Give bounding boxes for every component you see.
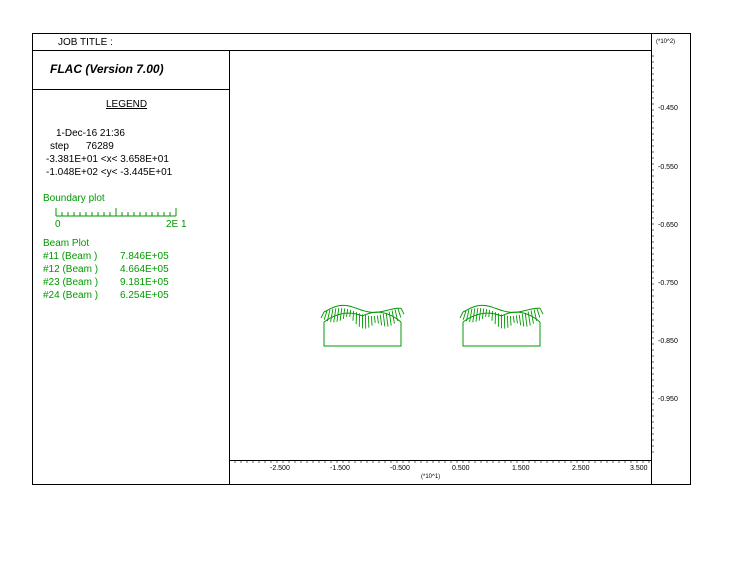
x-tick-label: 1.500 [512,465,530,472]
beam-value: 6.254E+05 [120,290,169,301]
job-title-label: JOB TITLE : [58,37,113,48]
beam-value: 4.664E+05 [120,264,169,275]
y-tick-label: -0.450 [658,105,678,112]
legend-date: 1-Dec-16 21:36 [56,128,125,139]
x-tick-label: -1.500 [330,465,350,472]
right-scale-column [651,33,691,485]
boundary-plot-title: Boundary plot [43,193,105,204]
x-tick-label: -2.500 [270,465,290,472]
x-axis-unit: (*10^1) [421,474,441,480]
bottom-scale-row [229,460,652,485]
legend-step-label: step [50,141,69,152]
scale-max-label: 2E 1 [166,219,187,230]
y-tick-label: -0.950 [658,396,678,403]
y-tick-label: -0.750 [658,280,678,287]
beam-id: #24 (Beam ) [43,290,99,301]
legend-y-range: -1.048E+02 <y< -3.445E+01 [46,167,173,178]
beam-value: 7.846E+05 [120,251,169,262]
beam-id: #23 (Beam ) [43,277,99,288]
beam-id: #12 (Beam ) [43,264,99,275]
legend-heading: LEGEND [106,99,148,110]
program-title: FLAC (Version 7.00) [50,62,164,76]
header-bar [32,33,652,51]
scale-min-label: 0 [55,219,61,230]
x-tick-label: 2.500 [572,465,590,472]
beam-id: #11 (Beam ) [43,251,98,262]
beam-value: 9.181E+05 [120,277,169,288]
title-box [32,50,230,90]
x-tick-label: -0.500 [390,465,410,472]
y-tick-label: -0.550 [658,164,678,171]
legend-x-range: -3.381E+01 <x< 3.658E+01 [46,154,169,165]
y-tick-label: -0.850 [658,338,678,345]
x-tick-label: 3.500 [630,465,648,472]
x-tick-label: 0.500 [452,465,470,472]
y-scale-unit: (*10^2) [656,39,676,45]
y-tick-label: -0.650 [658,222,678,229]
beam-plot-title: Beam Plot [43,238,90,249]
legend-step-value: 76289 [86,141,114,152]
